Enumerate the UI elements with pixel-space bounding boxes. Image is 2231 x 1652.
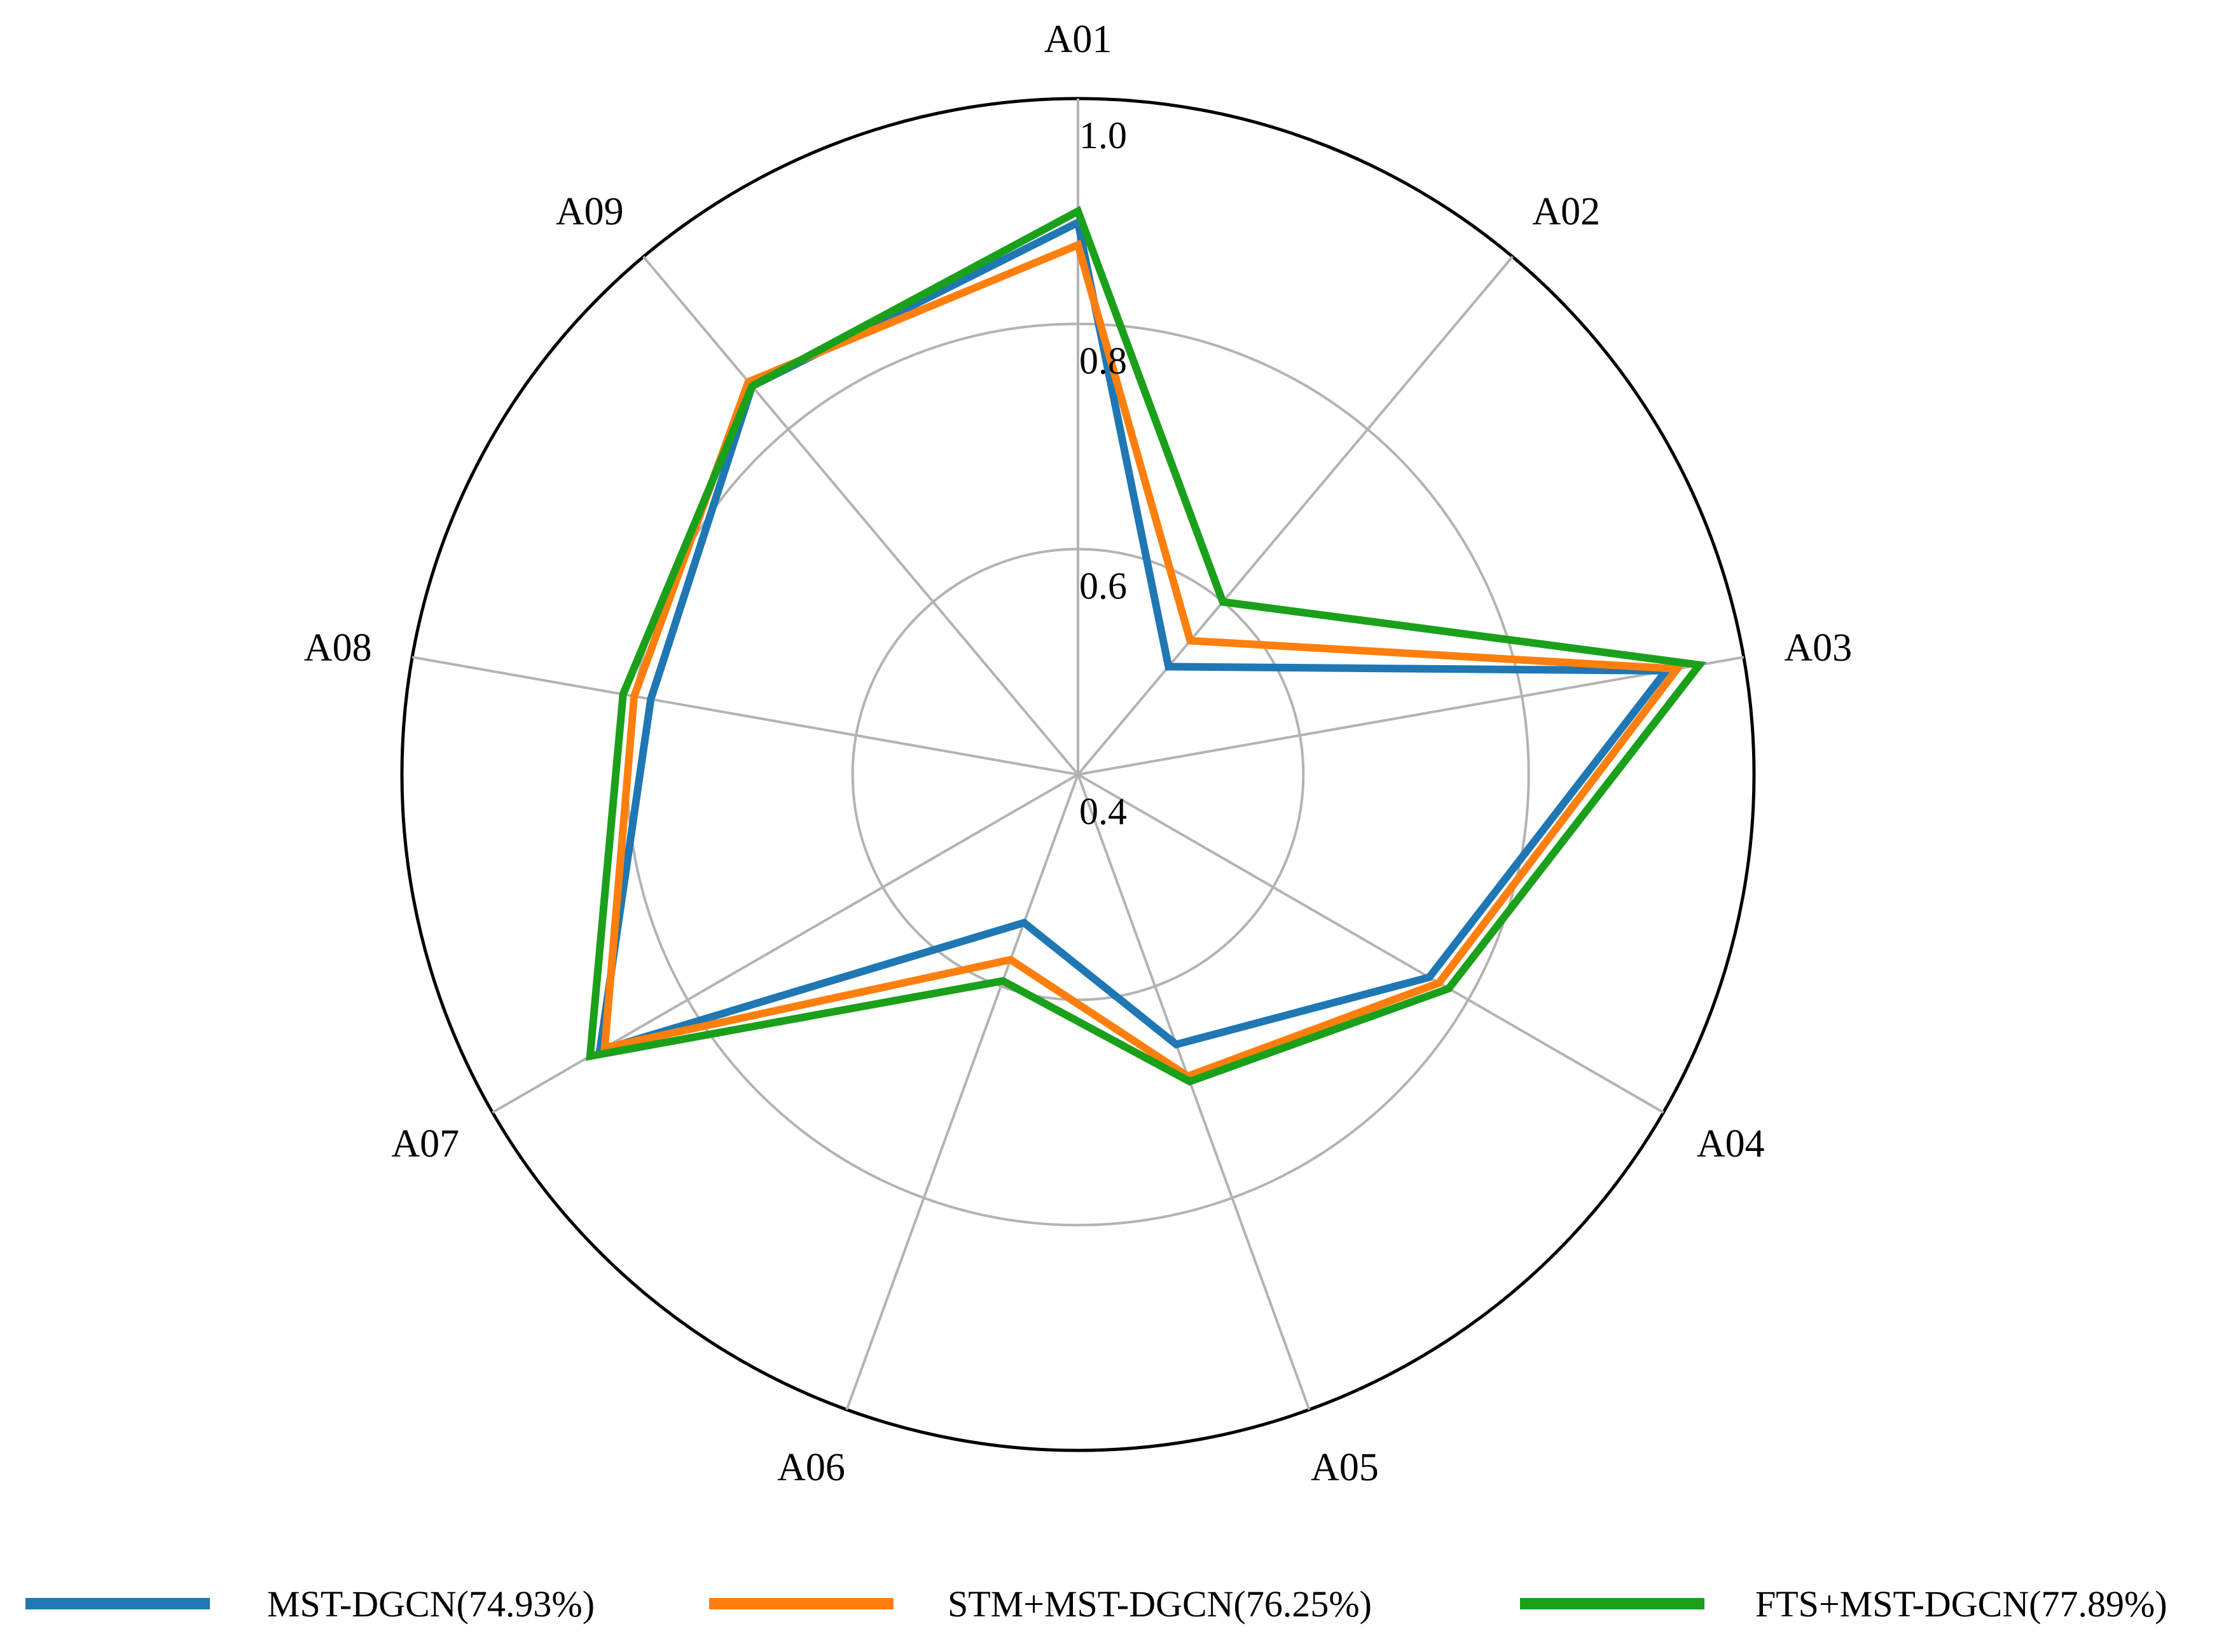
legend-label-1: MST-DGCN(74.93%)	[267, 1583, 595, 1625]
spoke-a08	[411, 656, 1079, 776]
spoke-a06	[845, 774, 1079, 1410]
legend: MST-DGCN(74.93%) STM+MST-DGCN(76.25%) FTS+…	[25, 1583, 2167, 1625]
series-line-2	[600, 240, 1685, 1081]
category-labels: A01 A02 A03 A04 A05 A06 A07 A08 A09	[304, 18, 1852, 1489]
category-label-a08: A08	[304, 626, 372, 670]
spoke-a05	[1077, 774, 1311, 1410]
category-label-a04: A04	[1697, 1122, 1765, 1166]
series-line-3	[586, 205, 1707, 1086]
spoke-a02	[1077, 256, 1514, 776]
legend-label-3: FTS+MST-DGCN(77.89%)	[1755, 1583, 2167, 1625]
rtick-label: 0.4	[1079, 790, 1127, 832]
spoke-a07	[492, 773, 1079, 1114]
spoke-a04	[1077, 773, 1664, 1114]
legend-label-2: STM+MST-DGCN(76.25%)	[948, 1583, 1372, 1625]
category-label-a03: A03	[1784, 626, 1852, 670]
spoke-a09	[642, 256, 1079, 776]
category-label-a01: A01	[1044, 18, 1112, 61]
series-line-1	[595, 217, 1674, 1056]
category-label-a05: A05	[1311, 1446, 1379, 1489]
rtick-label: 0.8	[1079, 340, 1127, 382]
spokes	[411, 99, 1744, 1410]
spoke-a03	[1077, 656, 1744, 776]
radial-tick-labels: 0.4 0.6 0.8 1.0	[1079, 114, 1127, 832]
category-label-a06: A06	[777, 1446, 845, 1489]
category-label-a02: A02	[1532, 190, 1600, 233]
category-label-a07: A07	[391, 1122, 459, 1166]
rtick-label: 0.6	[1079, 565, 1127, 607]
rtick-label: 1.0	[1079, 114, 1127, 156]
category-label-a09: A09	[556, 190, 624, 233]
series-lines	[586, 205, 1707, 1086]
